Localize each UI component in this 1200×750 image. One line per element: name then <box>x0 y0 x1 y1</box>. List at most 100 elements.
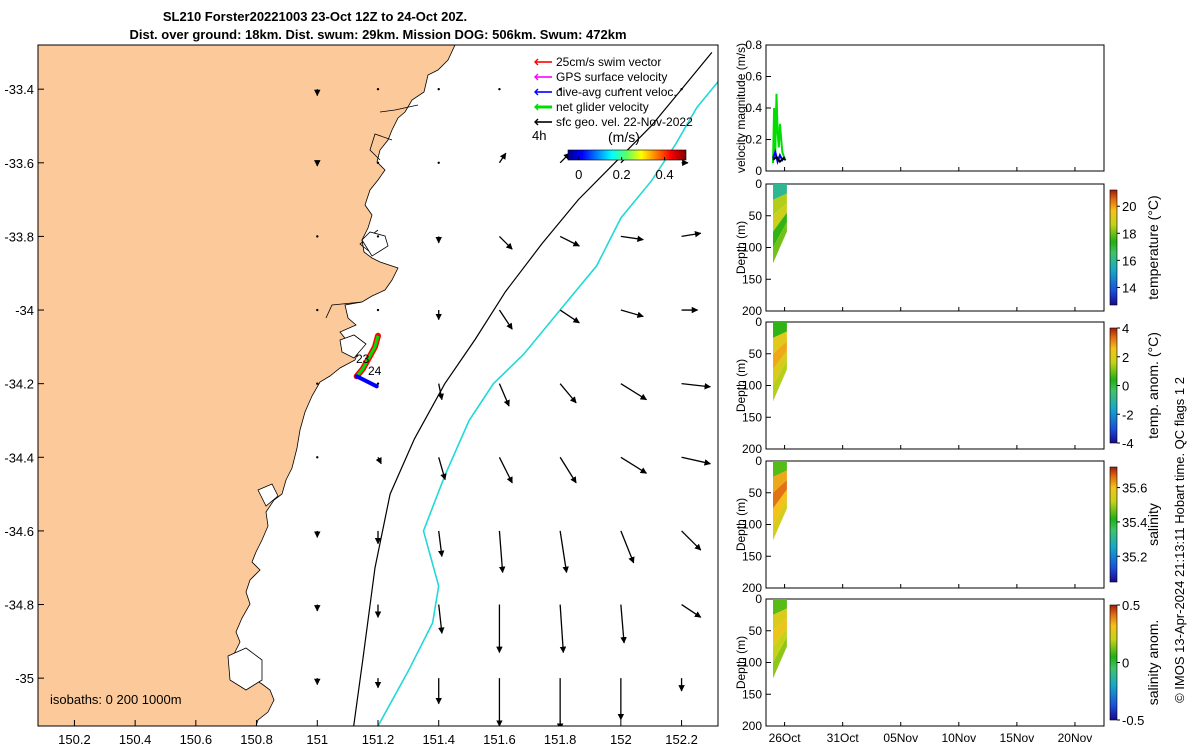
section-band <box>773 627 787 663</box>
section-band <box>773 203 787 232</box>
velocity-vector <box>498 383 510 407</box>
section-colorbar <box>1109 604 1118 721</box>
y-tick-label: 100 <box>742 379 762 393</box>
legend-label: net glider velocity <box>556 100 649 114</box>
panel-2: 0 50 100 150 200 Depth (m) 14 16 18 20 temperature… <box>734 177 1161 318</box>
legend-arrowhead <box>534 73 539 81</box>
velocity-vector <box>620 456 648 474</box>
lake-3 <box>257 483 279 507</box>
colorbar-tick-label: -0.5 <box>1122 713 1144 728</box>
dive-avg-track <box>354 374 379 389</box>
velocity-vector <box>437 161 440 164</box>
velocity-series-1 <box>772 93 786 164</box>
title-line-1: SL210 Forster20221003 23-Oct 12Z to 24-O… <box>163 9 467 24</box>
velocity-vector <box>316 235 319 238</box>
velocity-vector <box>680 87 683 91</box>
section-band <box>773 618 787 647</box>
y-tick-label: 0.4 <box>745 101 762 115</box>
section-band <box>773 193 787 216</box>
velocity-vector <box>681 530 702 551</box>
velocity-vector <box>316 382 319 385</box>
y-tick-label: -34.8 <box>4 598 34 613</box>
colorbar-tick-label: -2 <box>1122 407 1134 422</box>
map-panel: 23 24 150.2 150.4 150.6 150.8 151 151.2 151.4 1… <box>4 44 719 747</box>
velocity-vector <box>681 603 702 618</box>
map-x-ticks: 150.2 150.4 150.6 150.8 151 151.2 151.4 151.6 15… <box>58 720 698 747</box>
velocity-vector <box>681 230 702 238</box>
y-tick-label: -33.4 <box>4 82 34 97</box>
panel-3: 0 50 100 150 200 Depth (m) -4 -2 0 2 4 temp. anom. … <box>734 315 1161 456</box>
y-tick-label: 150 <box>742 687 762 701</box>
colorbar-label: temperature (°C) <box>1145 195 1161 299</box>
y-tick-label: -34.6 <box>4 524 34 539</box>
legend-label: sfc geo. vel. 22-Nov-2022 <box>556 115 693 129</box>
velocity-vector <box>559 604 567 654</box>
colorbar-tick-label: 0.5 <box>1122 598 1140 613</box>
track-label-23: 23 <box>356 352 370 366</box>
section-band <box>773 480 787 509</box>
y-tick-label: 50 <box>749 347 763 361</box>
velocity-vector <box>498 152 507 164</box>
lake-1 <box>361 231 389 257</box>
section-colorbar <box>1109 466 1118 583</box>
velocity-vector <box>559 456 577 484</box>
x-tick-label: 152 <box>610 732 632 747</box>
x-tick-label: 150.2 <box>58 732 91 747</box>
velocity-vector <box>498 309 513 330</box>
y-tick-label: 0 <box>755 164 762 178</box>
colorbar-tick-label: 0 <box>575 167 582 182</box>
colorbar-tick-label: 0.4 <box>656 167 674 182</box>
velocity-series-3 <box>772 155 787 164</box>
colorbar-label: salinity anom. <box>1145 620 1161 706</box>
land-mass <box>38 45 456 726</box>
velocity-vector <box>559 235 580 247</box>
velocity-vector <box>559 530 569 574</box>
y-axis-label: Depth (m) <box>734 359 748 412</box>
section-band <box>773 360 787 402</box>
y-axis-label: Depth (m) <box>734 221 748 274</box>
map-y-ticks: -33.4 -33.6 -33.8 -34 -34.2 -34.4 -34.6 -34.8 -3… <box>4 82 44 686</box>
section-band <box>773 461 787 477</box>
x-tick-label: 151.4 <box>422 732 455 747</box>
x-tick-label: 31Oct <box>827 731 860 745</box>
colorbar-tick-label: 16 <box>1122 253 1136 268</box>
y-tick-label: 0 <box>755 177 762 191</box>
y-axis-label: Depth (m) <box>734 636 748 689</box>
legend-label: GPS surface velocity <box>556 70 667 84</box>
y-tick-label: -35 <box>15 671 34 686</box>
x-tick-label: 150.6 <box>180 732 213 747</box>
x-tick-label: 150.4 <box>119 732 152 747</box>
colorbar-label: salinity <box>1145 503 1161 546</box>
isobaths-label: isobaths: 0 200 1000m <box>50 692 182 707</box>
x-tick-label: 10Nov <box>941 731 976 745</box>
x-tick-label: 152.2 <box>665 732 698 747</box>
colorbar-tick-label: -4 <box>1122 436 1134 451</box>
y-tick-label: 100 <box>742 241 762 255</box>
velocity-vector <box>619 87 623 91</box>
velocity-vector <box>376 308 380 312</box>
velocity-vector <box>620 309 644 318</box>
panel-frame <box>765 321 1105 450</box>
x-tick-label: 26Oct <box>769 731 802 745</box>
section-band <box>773 599 787 615</box>
section-band <box>773 637 787 679</box>
section-band <box>773 331 787 354</box>
river-4 <box>325 301 363 319</box>
map-colorbar <box>567 149 687 161</box>
velocity-vector <box>620 235 644 243</box>
y-tick-label: 0.6 <box>745 70 762 84</box>
y-tick-label: 0 <box>755 315 762 329</box>
velocity-vector <box>620 530 635 564</box>
velocity-vector <box>376 161 380 164</box>
x-tick-label: 15Nov <box>1000 731 1035 745</box>
velocity-vector <box>437 87 440 91</box>
section-band <box>773 212 787 248</box>
velocity-vector <box>376 87 380 91</box>
velocity-vector <box>498 235 513 250</box>
panel-frame <box>765 598 1105 727</box>
y-tick-label: 100 <box>742 518 762 532</box>
